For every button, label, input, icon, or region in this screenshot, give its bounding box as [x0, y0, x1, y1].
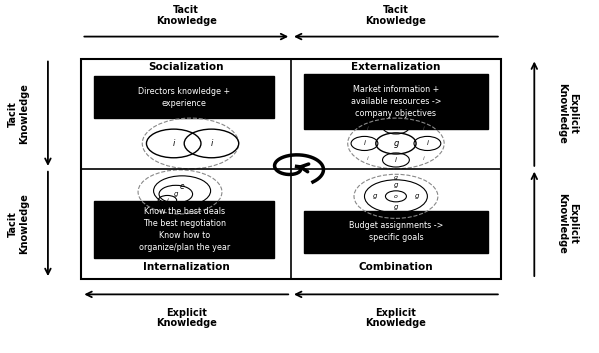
Text: g: g	[174, 191, 178, 197]
Text: e: e	[180, 182, 184, 191]
Text: i: i	[364, 140, 365, 146]
Text: Directors knowledge +
experience: Directors knowledge + experience	[138, 87, 230, 108]
Text: g: g	[415, 193, 419, 199]
Text: i: i	[167, 198, 168, 203]
Bar	[304, 74, 488, 129]
Text: g: g	[394, 139, 398, 148]
Text: i: i	[395, 157, 397, 163]
Text: i: i	[395, 124, 397, 130]
Text: Internalization: Internalization	[143, 262, 229, 273]
Text: g: g	[394, 204, 398, 210]
Bar	[94, 76, 274, 118]
Text: g: g	[394, 175, 398, 180]
Text: Tacit
Knowledge: Tacit Knowledge	[8, 193, 29, 254]
Text: Tacit
Knowledge: Tacit Knowledge	[8, 83, 29, 144]
Text: Combination: Combination	[359, 262, 433, 273]
Text: o: o	[394, 194, 398, 199]
Text: g: g	[373, 193, 377, 199]
Text: Tacit
Knowledge: Tacit Knowledge	[365, 5, 426, 25]
Text: Socialization: Socialization	[149, 62, 224, 72]
Text: i: i	[210, 139, 213, 148]
Text: i: i	[367, 126, 368, 131]
Text: Tacit
Knowledge: Tacit Knowledge	[156, 5, 217, 25]
Text: Externalization: Externalization	[351, 62, 441, 72]
Bar	[304, 211, 488, 252]
Text: Explicit
Knowledge: Explicit Knowledge	[558, 193, 578, 254]
Text: i: i	[367, 156, 368, 161]
Text: Explicit
Knowledge: Explicit Knowledge	[156, 307, 217, 328]
Text: g: g	[394, 182, 398, 188]
Text: i: i	[173, 139, 175, 148]
Text: Explicit
Knowledge: Explicit Knowledge	[365, 307, 426, 328]
Text: Know the best deals
The best negotiation
Know how to
organize/plan the year: Know the best deals The best negotiation…	[138, 207, 230, 252]
Bar	[81, 59, 501, 279]
Text: Explicit
Knowledge: Explicit Knowledge	[558, 83, 578, 144]
Text: Budget assignments ->
specific goals: Budget assignments -> specific goals	[349, 221, 443, 242]
Bar	[94, 201, 274, 258]
Text: Market information +
available resources ->
company objectives: Market information + available resources…	[350, 85, 441, 118]
Text: i: i	[423, 156, 425, 161]
Text: i: i	[426, 140, 428, 146]
Text: i: i	[423, 126, 425, 131]
